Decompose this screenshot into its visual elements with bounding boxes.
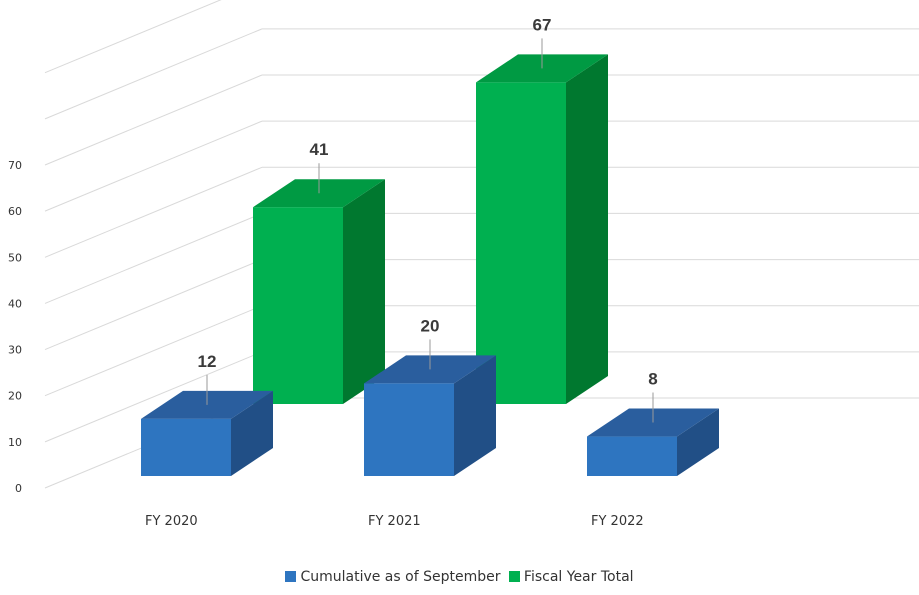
bar-total-1 — [476, 54, 608, 405]
data-label-cumulative-1: 20 — [421, 316, 440, 335]
data-label-cumulative-2: 8 — [648, 370, 657, 389]
data-label-total-1: 67 — [533, 15, 552, 34]
y-tick-label: 70 — [8, 159, 22, 172]
y-tick-label: 40 — [8, 297, 22, 310]
bar-cumulative-0-front — [141, 418, 231, 476]
x-category-label: FY 2022 — [591, 514, 644, 529]
x-category-label: FY 2020 — [145, 514, 198, 529]
bar-total-1-side — [566, 54, 608, 405]
bar-total-0-front — [253, 207, 343, 404]
legend-label-cumulative: Cumulative as of September — [300, 569, 501, 585]
y-tick-label: 30 — [8, 344, 22, 357]
gridline-diagonal — [44, 74, 263, 166]
bar-cumulative-1 — [364, 355, 496, 476]
bar-cumulative-1-side — [454, 355, 496, 476]
bar-total-0-side — [343, 179, 385, 404]
gridline-diagonal — [44, 0, 222, 74]
gridline-diagonal — [44, 351, 263, 443]
x-category-label: FY 2021 — [368, 514, 421, 529]
series-cumulative — [141, 355, 719, 476]
bar-total-1-front — [476, 82, 566, 405]
bar-total-0 — [253, 179, 385, 404]
bar-cumulative-2-front — [587, 436, 677, 476]
bar-cumulative-2-side — [677, 408, 719, 476]
data-label-total-0: 41 — [310, 140, 329, 159]
data-label-cumulative-0: 12 — [198, 352, 217, 371]
y-tick-label: 0 — [15, 482, 22, 495]
y-tick-label: 60 — [8, 205, 22, 218]
legend-swatch-fiscal-year-total — [508, 571, 520, 582]
gridline-diagonal — [44, 212, 263, 304]
y-axis-ticks: 0 10 20 30 40 50 60 70 — [8, 159, 22, 495]
bar-cumulative-0-side — [231, 390, 273, 476]
legend-swatch-cumulative — [285, 571, 297, 582]
legend: Cumulative as of September Fiscal Year T… — [0, 569, 919, 585]
legend-item-cumulative[interactable]: Cumulative as of September — [285, 569, 500, 585]
legend-label-fiscal-year-total: Fiscal Year Total — [523, 569, 634, 585]
gridline-diagonal — [44, 120, 263, 212]
y-tick-label: 50 — [8, 251, 22, 264]
legend-item-fiscal-year-total[interactable]: Fiscal Year Total — [508, 569, 634, 585]
y-tick-label: 10 — [8, 436, 22, 449]
gridline-diagonal — [44, 305, 263, 397]
y-tick-label: 20 — [8, 390, 22, 403]
gridline-diagonal — [44, 28, 263, 120]
series-fiscal-year-total — [253, 54, 608, 405]
data-labels: 41 67 12 20 8 — [198, 15, 658, 423]
bar-cumulative-1-front — [364, 383, 454, 476]
gridline-diagonal — [44, 259, 263, 351]
gridline-diagonal — [44, 166, 263, 258]
x-axis-categories: FY 2020 FY 2021 FY 2022 — [145, 514, 644, 529]
